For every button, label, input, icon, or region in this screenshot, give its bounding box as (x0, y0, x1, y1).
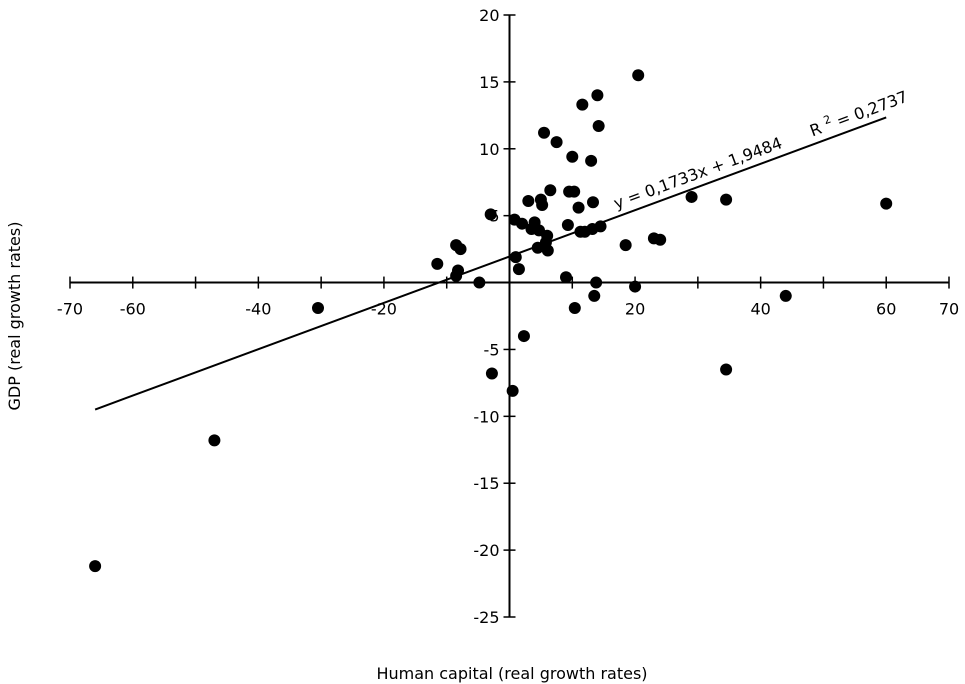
data-point (550, 136, 563, 149)
y-axis-title: GDP (real growth rates) (5, 222, 24, 411)
x-axis-title: Human capital (real growth rates) (376, 664, 647, 683)
data-point (685, 190, 698, 203)
data-point (541, 229, 554, 242)
data-point (522, 194, 535, 207)
x-tick-label: -40 (245, 300, 271, 319)
data-point (89, 560, 102, 573)
trendline (94, 116, 887, 411)
data-point (619, 239, 632, 252)
data-point (208, 434, 221, 447)
y-tick-label: 20 (479, 6, 499, 25)
data-point (568, 185, 581, 198)
data-point (720, 363, 733, 376)
data-point (484, 208, 497, 221)
data-point (541, 244, 554, 257)
data-point (509, 251, 522, 264)
data-point (431, 257, 444, 270)
data-point (585, 154, 598, 167)
x-axis-ticks: -70 -60 -40 -20 20 40 60 70 (57, 276, 959, 319)
data-point (516, 217, 529, 230)
x-tick-label: 60 (876, 300, 896, 319)
data-point (880, 197, 893, 210)
y-tick-label: -20 (473, 541, 499, 560)
data-point (592, 120, 605, 133)
data-point (544, 184, 557, 197)
x-tick-label: 70 (939, 300, 959, 319)
x-tick-label: 20 (625, 300, 645, 319)
data-point (473, 276, 486, 289)
trendline-group (94, 116, 887, 411)
data-point (506, 384, 519, 397)
y-tick-label: -15 (473, 474, 499, 493)
data-point (720, 193, 733, 206)
data-point (538, 126, 551, 139)
y-tick-label: -5 (484, 340, 500, 359)
data-point (454, 243, 467, 256)
data-points (89, 69, 893, 573)
y-tick-label: -25 (473, 608, 499, 627)
data-point (591, 89, 604, 102)
x-tick-label: -60 (120, 300, 146, 319)
data-point (779, 289, 792, 302)
y-tick-label: 15 (479, 73, 499, 92)
r-squared-symbol: R (807, 119, 824, 141)
y-tick-label: 10 (479, 140, 499, 159)
data-point (566, 150, 579, 163)
data-point (450, 269, 463, 282)
data-point (517, 330, 530, 343)
data-point (560, 271, 573, 284)
data-point (561, 219, 574, 232)
r-squared-superscript: 2 (822, 113, 833, 128)
data-point (512, 263, 525, 276)
x-tick-label: 40 (750, 300, 770, 319)
x-tick-label: -70 (57, 300, 83, 319)
data-point (485, 367, 498, 380)
data-point (654, 233, 667, 246)
trendline-annotation: y = 0,1733x + 1,9484 R 2 = 0,2737 (609, 80, 911, 212)
data-point (536, 198, 549, 211)
data-point (572, 201, 585, 214)
r-squared-value: = 0,2737 (834, 87, 910, 131)
y-tick-label: -10 (473, 407, 499, 426)
data-point (588, 289, 601, 302)
data-point (590, 276, 603, 289)
data-point (632, 69, 645, 82)
data-point (587, 196, 600, 209)
data-point (594, 220, 607, 233)
data-point (312, 301, 325, 314)
trendline-equation: y = 0,1733x + 1,9484 (611, 133, 785, 213)
data-point (629, 280, 642, 293)
data-point (576, 98, 589, 111)
data-point (568, 301, 581, 314)
y-axis-ticks: 2015105-5-10-15-20-25 (473, 6, 516, 627)
axes (70, 15, 949, 617)
